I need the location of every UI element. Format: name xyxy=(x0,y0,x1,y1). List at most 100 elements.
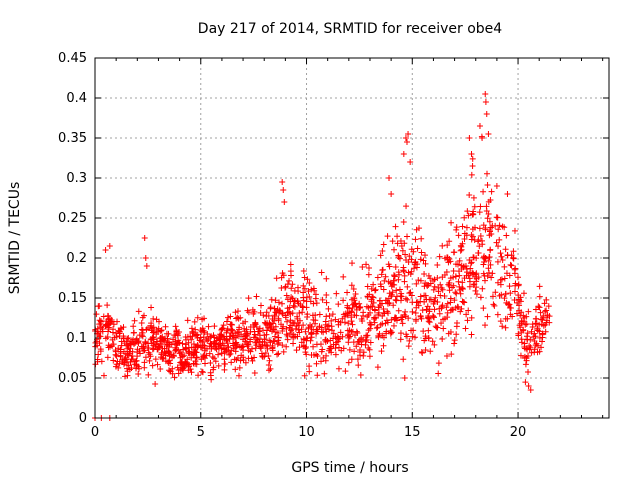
data-point xyxy=(252,321,259,328)
data-point xyxy=(357,352,364,359)
data-point xyxy=(97,318,104,325)
data-point xyxy=(228,326,235,333)
data-point xyxy=(491,302,498,309)
data-point xyxy=(502,291,509,298)
data-point xyxy=(153,326,160,333)
data-point xyxy=(113,352,120,359)
data-point xyxy=(374,274,381,281)
data-point xyxy=(196,337,203,344)
data-point xyxy=(377,281,384,288)
data-point xyxy=(482,99,489,105)
data-point xyxy=(251,331,258,338)
data-point xyxy=(389,238,396,245)
data-point xyxy=(110,341,117,348)
data-point xyxy=(148,304,155,311)
data-point xyxy=(522,321,529,328)
data-point xyxy=(109,329,116,336)
data-point xyxy=(418,249,425,256)
data-point xyxy=(390,272,397,279)
data-point xyxy=(467,260,474,267)
data-point xyxy=(275,350,282,357)
data-point xyxy=(251,354,258,361)
data-point xyxy=(125,362,132,369)
data-point xyxy=(228,321,235,328)
x-axis-label: GPS time / hours xyxy=(291,460,408,476)
data-point xyxy=(485,265,492,272)
data-point xyxy=(402,256,409,263)
data-point xyxy=(279,325,286,332)
data-point xyxy=(477,203,484,210)
data-point xyxy=(282,314,289,321)
data-point xyxy=(460,264,467,271)
data-point xyxy=(149,325,156,332)
data-point xyxy=(121,373,128,380)
data-point xyxy=(430,286,437,293)
data-point xyxy=(232,309,239,316)
data-point xyxy=(409,299,416,306)
data-point xyxy=(477,294,484,301)
data-point xyxy=(235,308,242,315)
data-point xyxy=(370,281,377,288)
data-point xyxy=(383,328,390,335)
data-point xyxy=(391,246,398,253)
data-point xyxy=(150,315,157,322)
y-tick-label: 0.25 xyxy=(58,211,87,226)
data-point xyxy=(422,333,429,340)
data-point xyxy=(469,163,476,169)
data-point xyxy=(165,348,172,355)
data-point xyxy=(391,273,398,280)
grid-lines xyxy=(95,58,609,418)
data-point xyxy=(499,323,506,330)
data-point xyxy=(413,280,420,287)
data-point xyxy=(415,302,422,309)
data-point xyxy=(501,295,508,302)
data-point xyxy=(501,275,508,282)
data-point xyxy=(182,334,189,341)
data-point xyxy=(310,326,317,333)
data-point xyxy=(456,257,463,264)
data-point xyxy=(160,354,167,361)
data-point xyxy=(223,318,230,325)
data-point xyxy=(96,303,103,309)
data-point xyxy=(199,369,206,376)
data-point xyxy=(485,198,492,205)
data-point xyxy=(109,336,116,343)
data-point xyxy=(398,293,405,300)
data-point xyxy=(351,311,358,318)
data-point xyxy=(380,334,387,341)
data-point xyxy=(466,135,473,141)
data-point xyxy=(173,327,180,334)
data-point xyxy=(496,236,503,243)
data-point xyxy=(422,260,429,267)
data-point xyxy=(279,309,286,316)
data-point xyxy=(518,336,525,343)
data-point xyxy=(104,312,111,319)
y-tick-label: 0.45 xyxy=(58,51,87,66)
data-point xyxy=(382,320,389,327)
data-point xyxy=(480,254,487,261)
data-point xyxy=(516,307,523,314)
data-point xyxy=(431,283,438,290)
data-point xyxy=(541,300,548,307)
data-point xyxy=(263,342,270,349)
data-point xyxy=(279,179,286,185)
data-point xyxy=(188,369,195,376)
data-point xyxy=(258,350,265,357)
data-point xyxy=(506,272,513,279)
data-point xyxy=(102,247,109,253)
data-point xyxy=(506,304,513,311)
data-point xyxy=(412,236,419,243)
data-point xyxy=(217,334,224,341)
data-point xyxy=(314,353,321,360)
data-point xyxy=(386,175,393,181)
data-point xyxy=(326,312,333,319)
data-point xyxy=(357,371,364,378)
data-point xyxy=(308,286,315,293)
data-point xyxy=(497,250,504,257)
data-point xyxy=(458,305,465,312)
data-point xyxy=(450,274,457,281)
data-point xyxy=(126,348,133,355)
data-point xyxy=(380,342,387,349)
data-point xyxy=(351,295,358,302)
data-point xyxy=(266,320,273,327)
